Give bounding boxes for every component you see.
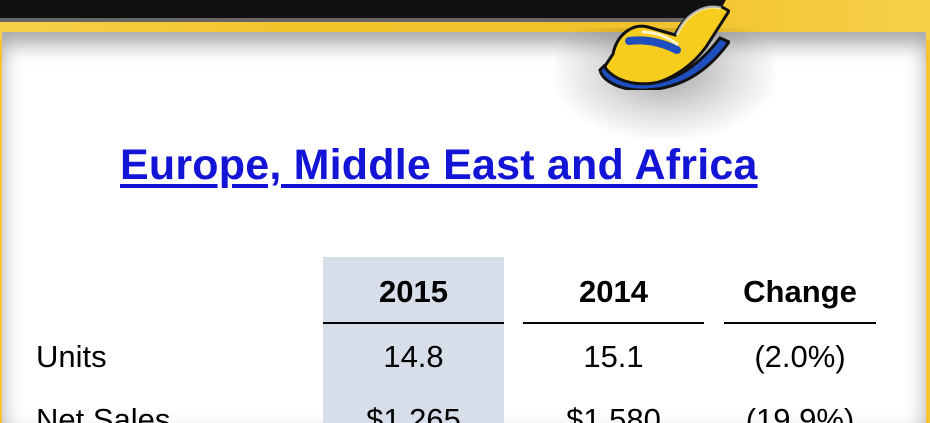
- cell-net-sales-2014: $1,580: [566, 402, 661, 423]
- cell-net-sales-2015: $1,265: [366, 402, 461, 423]
- table-header-2015: 2015: [379, 274, 448, 309]
- table-header-change: Change: [743, 274, 857, 309]
- header-divider-2015: [323, 322, 504, 324]
- row-label-units: Units: [36, 339, 107, 374]
- table-header-2014: 2014: [579, 274, 648, 309]
- cell-units-change: (2.0%): [754, 339, 846, 374]
- cell-units-2015: 14.8: [383, 339, 444, 374]
- row-label-net-sales: Net Sales: [36, 402, 171, 423]
- header-divider-2014: [523, 322, 704, 324]
- cell-units-2014: 15.1: [583, 339, 644, 374]
- column-2015-highlight: [323, 257, 504, 423]
- shoe-icon: [598, 4, 730, 90]
- cell-net-sales-change: (19.9%): [745, 402, 855, 423]
- page-title: Europe, Middle East and Africa: [120, 141, 758, 189]
- header-divider-change: [724, 322, 876, 324]
